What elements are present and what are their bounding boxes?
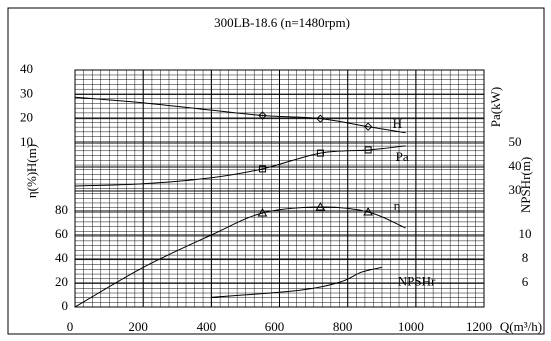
y4-tick-label: 6 <box>522 274 529 289</box>
curve <box>211 266 382 298</box>
x-tick-label: 1000 <box>398 319 424 334</box>
curve <box>74 206 406 308</box>
y4-tick-label: 10 <box>519 226 532 241</box>
y2-tick-label: 0 <box>62 298 69 313</box>
marker <box>363 122 373 131</box>
y3-axis-title: Pa(kW) <box>488 87 503 127</box>
y2-tick-label: 60 <box>55 226 68 241</box>
x-tick-label: 600 <box>265 319 285 334</box>
series-label: Pa <box>396 149 409 164</box>
y3-tick-label: 30 <box>509 182 522 197</box>
y-tick-label: 30 <box>20 85 33 100</box>
x-tick-label: 200 <box>128 319 148 334</box>
y2-tick-label: 80 <box>55 202 68 217</box>
x-tick-label: 0 <box>67 319 74 334</box>
x-axis-title: Q(m³/h) <box>500 319 542 334</box>
marker <box>363 206 373 216</box>
y2-tick-label: 20 <box>55 274 68 289</box>
y-tick-label: 40 <box>20 61 33 76</box>
marker <box>315 202 326 211</box>
y-tick-label: 20 <box>20 110 33 125</box>
marker <box>257 208 268 217</box>
marker <box>258 165 266 173</box>
x-tick-label: 800 <box>333 319 353 334</box>
marker <box>316 114 325 123</box>
chart-title: 300LB-18.6 (n=1480rpm) <box>214 15 350 30</box>
series-label: NPSHr <box>398 273 436 288</box>
y2-tick-label: 40 <box>55 250 68 265</box>
curve <box>74 96 406 134</box>
x-tick-label: 400 <box>197 319 217 334</box>
frame <box>7 7 545 335</box>
marker <box>258 111 267 120</box>
y3-tick-label: 50 <box>509 134 522 149</box>
series-label: H <box>393 116 402 131</box>
y4-tick-label: 8 <box>522 250 529 265</box>
x-tick-label: 1200 <box>466 319 492 334</box>
marker <box>316 149 324 157</box>
marker <box>364 146 372 154</box>
y3-tick-label: 40 <box>509 158 522 173</box>
y-axis-title: H(m) <box>24 144 39 172</box>
y2-axis-title: η(%) <box>24 172 39 198</box>
curve <box>74 145 406 187</box>
series-label: η <box>394 198 401 213</box>
y4-axis-title: NPSHr(m) <box>518 157 533 213</box>
y-tick-label: 10 <box>20 134 33 149</box>
